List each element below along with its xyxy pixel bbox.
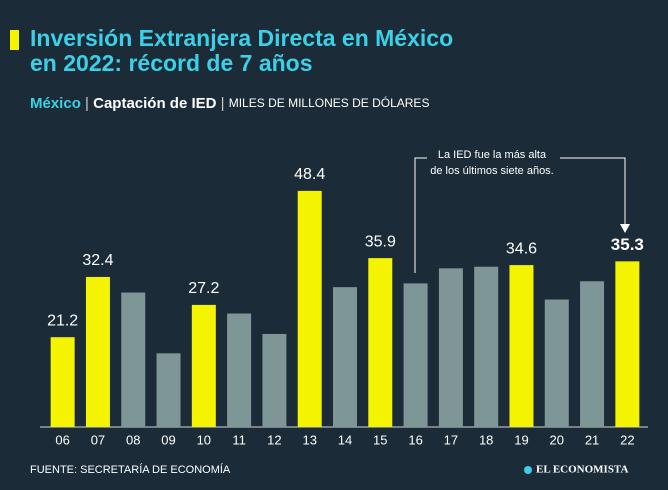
bar [333, 287, 357, 427]
x-tick-label: 16 [408, 432, 422, 447]
annotation-arrow [560, 157, 626, 226]
x-tick-label: 17 [444, 432, 458, 447]
bar [615, 261, 640, 427]
value-label: 21.2 [47, 312, 78, 329]
x-tick-label: 18 [479, 432, 493, 447]
value-label: 48.4 [294, 166, 325, 183]
source: FUENTE: SECRETARÍA DE ECONOMÍA [30, 463, 231, 476]
x-tick-label: 15 [373, 432, 387, 447]
bar [191, 304, 216, 427]
bar [368, 258, 393, 427]
bar [156, 353, 181, 427]
x-tick-label: 11 [232, 432, 246, 447]
subtitle-topic: Captación de IED [93, 95, 217, 112]
value-label: 32.4 [82, 252, 113, 269]
x-tick-label: 21 [585, 432, 599, 447]
value-label: 35.9 [365, 233, 396, 250]
x-tick-label: 07 [91, 432, 105, 447]
chart-title: Inversión Extranjera Directa en México [30, 25, 453, 51]
bar [474, 266, 499, 427]
bar [50, 337, 75, 427]
brand: EL ECONOMISTA [536, 464, 628, 476]
title-marker [10, 30, 19, 50]
bar [580, 281, 605, 427]
bar [121, 292, 146, 427]
separator: | [221, 95, 229, 112]
bar [438, 268, 463, 427]
x-tick-label: 08 [126, 432, 140, 447]
x-tick-label: 13 [302, 432, 316, 447]
annotation: de los últimos siete años. [430, 165, 554, 177]
x-tick-label: 14 [338, 432, 352, 447]
x-tick-label: 19 [514, 432, 528, 447]
value-label: 27.2 [188, 280, 219, 297]
subtitle-units: MILES DE MILLONES DE DÓLARES [229, 95, 430, 110]
x-tick-label: 06 [55, 432, 69, 447]
bar [85, 276, 110, 427]
value-label: 34.6 [506, 240, 537, 257]
x-tick-label: 10 [197, 432, 211, 447]
value-label: 35.3 [611, 235, 644, 254]
bar [509, 265, 534, 427]
arrow-head [620, 224, 630, 233]
x-tick-label: 22 [620, 432, 634, 447]
separator: | [85, 95, 93, 112]
chart-title: en 2022: récord de 7 años [30, 50, 313, 76]
bar [297, 190, 322, 427]
annotation: La IED fue la más alta [438, 149, 547, 161]
bar [544, 299, 569, 427]
x-tick-label: 12 [267, 432, 281, 447]
x-tick-label: 09 [161, 432, 175, 447]
annotation-bracket [414, 157, 427, 273]
bar [262, 333, 287, 427]
subtitle-country: México [30, 95, 81, 112]
x-tick-label: 20 [550, 432, 564, 447]
brand-logo [524, 466, 532, 474]
bar [403, 283, 428, 427]
bar [227, 313, 252, 427]
subtitle: México | Captación de IED | MILES DE MIL… [30, 95, 429, 112]
